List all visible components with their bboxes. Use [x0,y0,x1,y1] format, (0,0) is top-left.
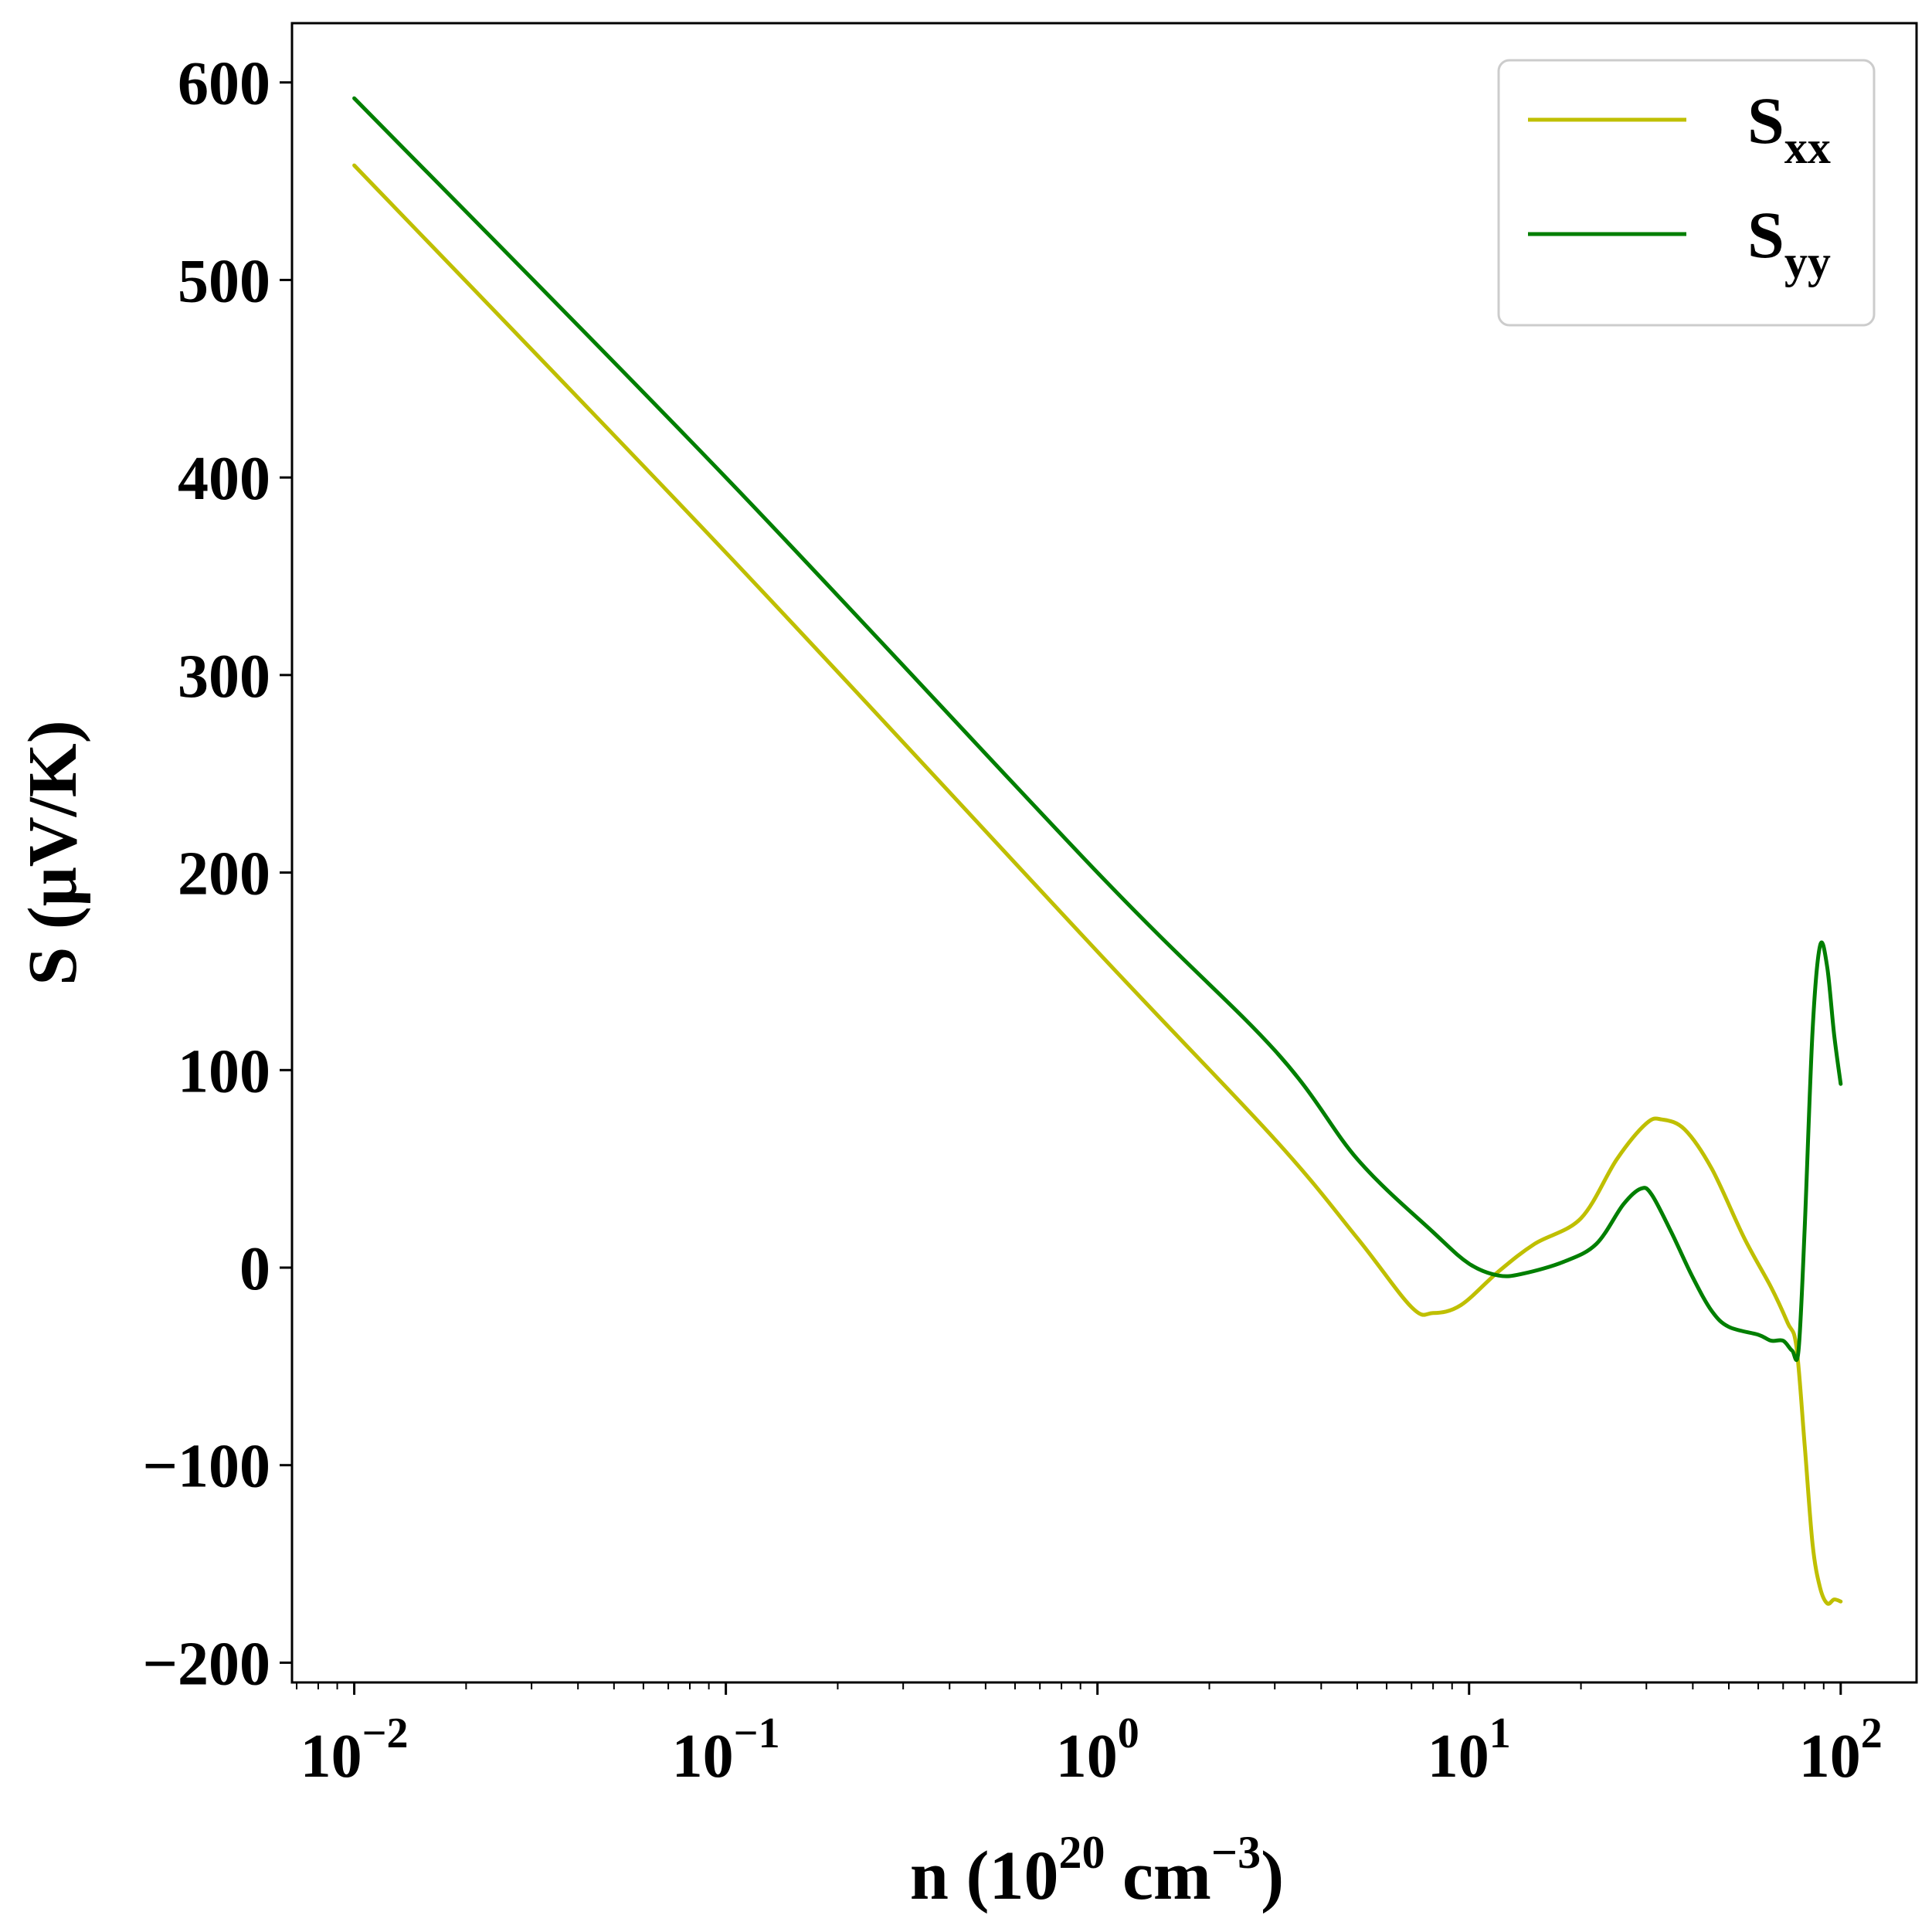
y-tick-label: 500 [178,247,270,315]
x-axis-label-suffix: ) [1261,1838,1284,1914]
y-tick-label: 300 [178,643,270,711]
y-tick-label: 600 [178,50,270,118]
axes-frame [290,22,1918,1684]
y-tick-label: 200 [178,840,270,908]
legend-box [1497,59,1876,327]
y-tick-label: 0 [239,1235,270,1303]
x-axis-label-unit: cm [1105,1838,1210,1914]
x-tick-label: 10−2 [300,1709,409,1791]
y-tick-label: 400 [178,445,270,513]
series-line-sxx [352,163,1843,1606]
plot-area [352,96,1843,1606]
series-line-syy [352,96,1843,1363]
legend-label-sxx: Sxx [1747,83,1831,173]
legend: Sxx Syy [1497,59,1876,327]
y-axis-label: S (μV/K) [15,720,91,986]
x-axis-label-exp1: 20 [1058,1827,1105,1878]
axis-ticks: −200 −100 0 100 200 300 400 500 600 10−2 10−1 100 10… [142,50,1882,1791]
y-tick-label: −100 [142,1433,270,1501]
x-axis-label-prefix: n (10 [910,1838,1059,1914]
y-tick-label: 100 [178,1037,270,1105]
x-tick-label: 101 [1428,1709,1511,1791]
x-tick-label: 102 [1799,1709,1883,1791]
legend-label-syy: Syy [1747,198,1831,287]
x-axis-label-exp2: −3 [1211,1827,1261,1878]
x-axis-label: n (1020 cm−3) [910,1827,1284,1914]
x-tick-label: 10−1 [672,1709,780,1791]
y-tick-label: −200 [142,1630,270,1698]
x-tick-label: 100 [1056,1709,1139,1791]
